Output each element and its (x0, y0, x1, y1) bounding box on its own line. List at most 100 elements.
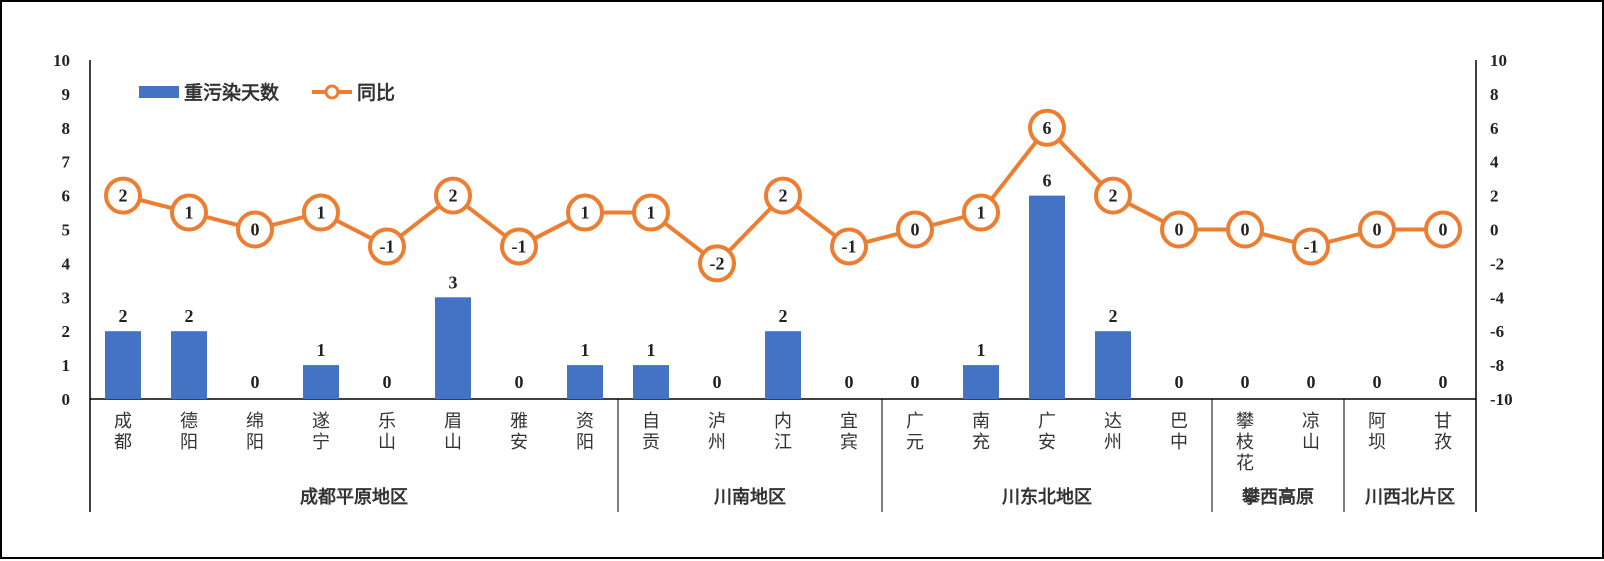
bar-value-label: 2 (185, 306, 194, 326)
right-tick-label: -2 (1490, 254, 1504, 273)
category-label: 乐山 (378, 411, 396, 453)
yoy-value-label: -2 (710, 253, 725, 273)
bar (633, 365, 669, 399)
yoy-value-label: 2 (449, 186, 458, 206)
bar-value-label: 2 (1109, 306, 1118, 326)
yoy-value-label: 0 (251, 220, 260, 240)
right-tick-label: -8 (1490, 356, 1504, 375)
bar (105, 331, 141, 399)
right-tick-label: 6 (1490, 119, 1499, 138)
bar-value-label: 0 (1241, 372, 1250, 392)
axes-layer: 012345678910-10-8-6-4-20246810成都德阳绵阳遂宁乐山… (53, 51, 1513, 512)
line-layer: 2 1 0 1 -1 2 -1 1 1 -2 2 -1 0 1 6 2 0 0 -1 0 0 (104, 108, 1462, 283)
category-label: 达州 (1104, 411, 1122, 453)
category-label: 攀枝花 (1236, 411, 1254, 474)
yoy-marker (1292, 227, 1330, 266)
bar (303, 365, 339, 399)
category-label: 巴中 (1170, 411, 1188, 453)
bar-value-label: 0 (1373, 372, 1382, 392)
category-label: 广安 (1038, 411, 1056, 453)
yoy-marker (1160, 210, 1198, 249)
left-tick-label: 0 (62, 390, 71, 409)
category-label: 雅安 (510, 411, 528, 453)
yoy-value-label: 0 (1241, 220, 1250, 240)
yoy-value-label: 1 (647, 203, 656, 223)
yoy-marker (1226, 210, 1264, 249)
bar-value-label: 0 (713, 372, 722, 392)
bar-value-label: 0 (1175, 372, 1184, 392)
yoy-marker (434, 176, 472, 215)
group-label: 川南地区 (713, 486, 786, 508)
left-tick-label: 8 (62, 119, 71, 138)
group-label: 成都平原地区 (300, 486, 408, 508)
yoy-marker (500, 227, 538, 266)
bar (435, 297, 471, 399)
group-label: 攀西高原 (1241, 486, 1314, 508)
bar (567, 365, 603, 399)
category-label: 成都 (114, 411, 132, 453)
yoy-marker (896, 210, 934, 249)
yoy-marker (566, 193, 604, 232)
yoy-value-label: 1 (581, 203, 590, 223)
left-tick-label: 3 (62, 288, 71, 307)
bar (963, 365, 999, 399)
right-tick-label: 4 (1490, 153, 1499, 172)
yoy-marker (368, 227, 406, 266)
yoy-marker (1094, 176, 1132, 215)
yoy-value-label: -1 (1304, 236, 1319, 256)
yoy-marker (830, 227, 868, 266)
left-tick-label: 5 (62, 221, 71, 240)
right-tick-label: -4 (1490, 288, 1505, 307)
yoy-marker (104, 176, 142, 215)
yoy-marker (698, 244, 736, 283)
legend-bar-label: 重污染天数 (184, 81, 280, 104)
bar-value-label: 0 (515, 372, 524, 392)
category-label: 广元 (906, 411, 924, 453)
bar (1095, 331, 1131, 399)
right-tick-label: 10 (1490, 51, 1507, 70)
bar-value-label: 0 (911, 372, 920, 392)
left-tick-label: 1 (62, 356, 71, 375)
bar-value-label: 3 (449, 272, 458, 292)
bar-value-label: 1 (581, 340, 590, 360)
yoy-marker (764, 176, 802, 215)
yoy-marker (962, 193, 1000, 232)
legend-bar-swatch (139, 86, 179, 98)
yoy-value-label: 0 (1175, 220, 1184, 240)
bar-value-label: 1 (977, 340, 986, 360)
yoy-marker (632, 193, 670, 232)
legend: 重污染天数 同比 (139, 81, 395, 104)
bar-value-label: 1 (317, 340, 326, 360)
yoy-value-label: -1 (380, 236, 395, 256)
bar-value-label: 0 (845, 372, 854, 392)
left-tick-label: 2 (62, 322, 71, 341)
category-label: 内江 (774, 411, 792, 453)
yoy-value-label: 1 (317, 203, 326, 223)
bar (1029, 195, 1065, 399)
group-label: 川东北地区 (1001, 486, 1092, 508)
yoy-marker (236, 210, 274, 249)
bar-value-label: 2 (119, 306, 128, 326)
left-tick-label: 10 (53, 51, 70, 70)
right-tick-label: 2 (1490, 187, 1499, 206)
category-label: 绵阳 (246, 411, 264, 453)
left-tick-label: 7 (62, 153, 71, 172)
yoy-marker (1358, 210, 1396, 249)
yoy-value-label: 6 (1043, 118, 1052, 138)
bar-value-label: 6 (1043, 171, 1052, 191)
yoy-value-label: 1 (185, 203, 194, 223)
bar-value-label: 0 (251, 372, 260, 392)
category-label: 甘孜 (1434, 411, 1452, 453)
left-tick-label: 6 (62, 187, 71, 206)
bar-value-label: 0 (1439, 372, 1448, 392)
left-tick-label: 9 (62, 85, 71, 104)
legend-line-marker (324, 84, 340, 100)
category-label: 凉山 (1302, 411, 1320, 453)
bar-value-label: 0 (383, 372, 392, 392)
bar-value-label: 1 (647, 340, 656, 360)
right-tick-label: 8 (1490, 85, 1499, 104)
bar-value-label: 0 (1307, 372, 1316, 392)
category-label: 宜宾 (840, 411, 858, 453)
